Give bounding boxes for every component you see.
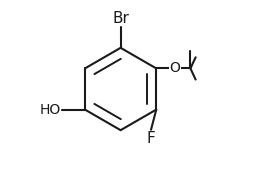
Text: Br: Br — [112, 11, 129, 26]
Text: O: O — [169, 61, 180, 75]
Text: F: F — [147, 131, 155, 146]
Text: HO: HO — [40, 103, 61, 117]
